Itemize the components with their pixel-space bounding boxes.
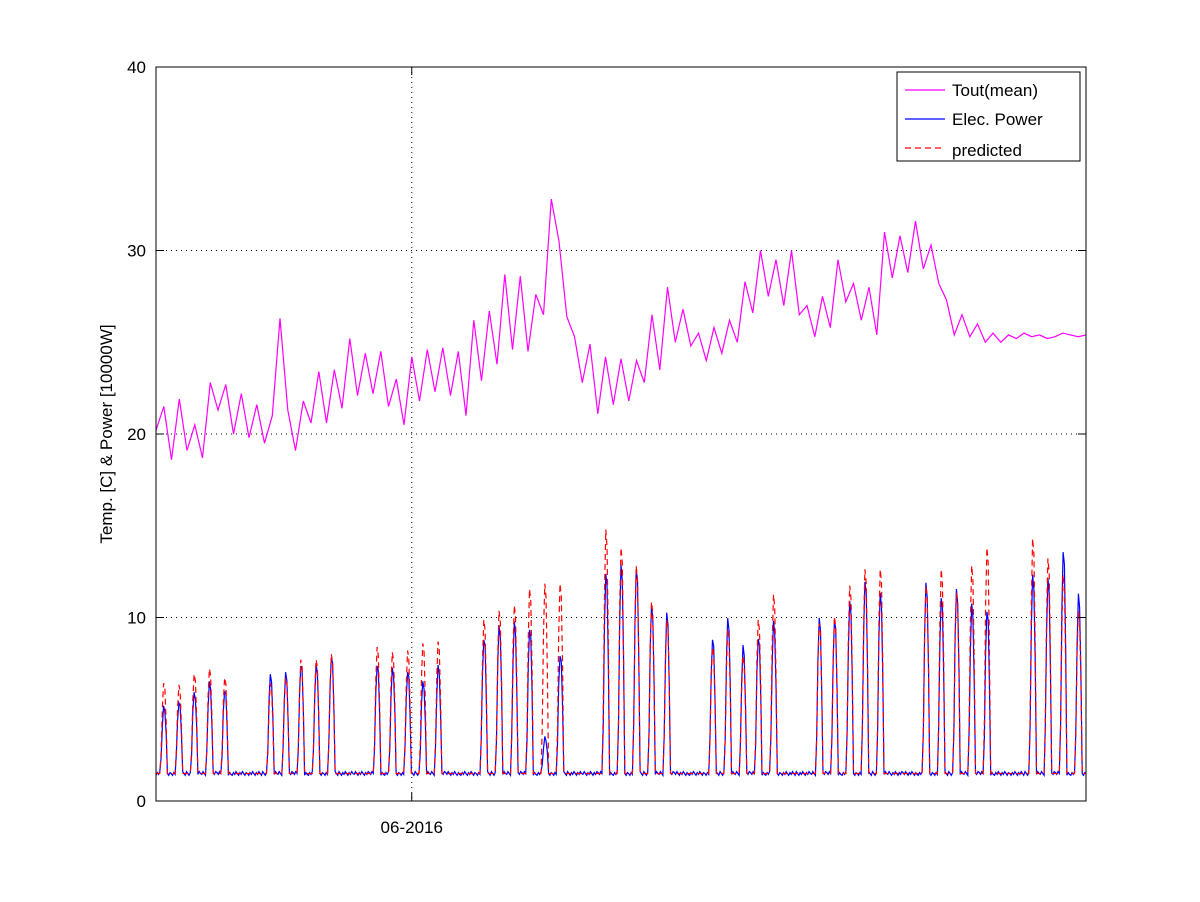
series-line-elec-power bbox=[155, 552, 1087, 778]
x-tick-label: 06-2016 bbox=[381, 818, 443, 837]
y-axis-title: Temp. [C] & Power [10000W] bbox=[97, 324, 116, 543]
y-tick-label: 10 bbox=[127, 609, 146, 628]
y-tick-label: 0 bbox=[137, 792, 146, 811]
legend-label-tout: Tout(mean) bbox=[952, 81, 1038, 100]
y-tick-label: 30 bbox=[127, 242, 146, 261]
axis-ticks: 0 10 20 30 40 06-2016 bbox=[127, 58, 1086, 837]
series-layer bbox=[155, 198, 1087, 778]
grid-lines bbox=[156, 67, 1086, 801]
legend: Tout(mean) Elec. Power predicted bbox=[896, 71, 1081, 162]
series-line-tout bbox=[155, 198, 1087, 460]
legend-box bbox=[896, 71, 1081, 162]
series-line-predicted bbox=[156, 529, 1086, 775]
legend-label-predicted: predicted bbox=[952, 141, 1022, 160]
legend-label-elec-power: Elec. Power bbox=[952, 110, 1043, 129]
y-tick-label: 40 bbox=[127, 58, 146, 77]
y-tick-label: 20 bbox=[127, 425, 146, 444]
